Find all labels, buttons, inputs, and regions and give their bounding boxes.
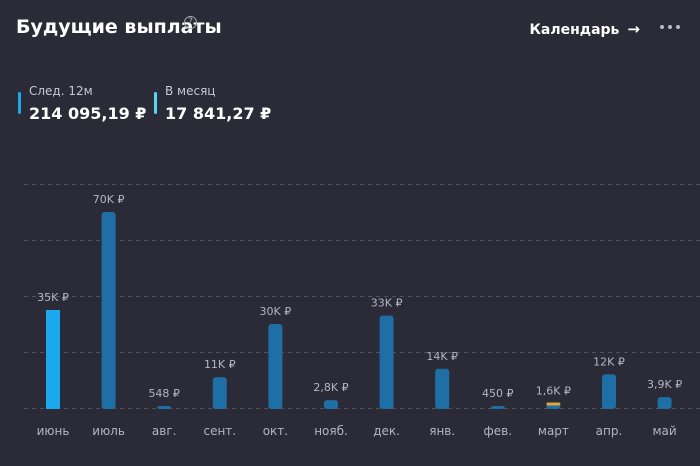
calendar-label: Календарь: [529, 22, 620, 38]
chart-data-label: 33K ₽: [371, 297, 403, 310]
chart-tick-label: нояб.: [314, 424, 348, 438]
chart-bar: [324, 400, 338, 409]
chart-data-label: 70K ₽: [93, 193, 125, 206]
chart-bar: [379, 315, 394, 409]
stat-label: След. 12м: [29, 84, 93, 98]
stat-color-marker: [154, 92, 157, 114]
chart-data-label: 450 ₽: [482, 387, 514, 400]
chart-tick-label: сент.: [203, 424, 236, 438]
chart-tick-label: янв.: [429, 424, 455, 438]
chart-bar: [268, 324, 283, 409]
chart-data-label: 11K ₽: [204, 358, 236, 371]
more-dots-icon[interactable]: [660, 18, 682, 34]
chart-data-label: 14K ₽: [426, 350, 458, 363]
header: Будущие выплаты ? Календарь →: [16, 14, 684, 44]
chart-tick-label: авг.: [152, 424, 177, 438]
stat-color-marker: [18, 92, 21, 114]
chart-bar: [435, 368, 450, 409]
stat-value: 17 841,27 ₽: [165, 104, 272, 123]
chart-tick-label: апр.: [596, 424, 623, 438]
stat-value: 214 095,19 ₽: [29, 104, 147, 123]
chart-bar: [490, 406, 505, 409]
chart-data-label: 2,8K ₽: [313, 381, 348, 394]
arrow-right-icon: →: [627, 20, 640, 38]
chart-tick-label: фев.: [484, 424, 513, 438]
payments-bar-chart: 35K ₽ июнь 70K ₽ июль 548 ₽ авг. 11K ₽ сент. 30K…: [24, 184, 700, 438]
chart-data-label: 12K ₽: [593, 355, 625, 368]
chart-tick-label: окт.: [263, 424, 288, 438]
stat-label: В месяц: [165, 84, 216, 98]
chart-data-label: 3,9K ₽: [647, 378, 682, 391]
page-title: Будущие выплаты: [16, 16, 222, 38]
chart-data-label: 35K ₽: [37, 291, 69, 304]
chart-data-label: 548 ₽: [148, 387, 180, 400]
chart-tick-label: май: [652, 424, 676, 438]
chart-bar: [46, 310, 60, 409]
calendar-link[interactable]: Календарь →: [529, 20, 640, 38]
chart-bar: [101, 212, 116, 409]
chart-data-label: 1,6K ₽: [536, 385, 571, 398]
chart-bar: [157, 406, 172, 409]
chart-tick-label: июнь: [37, 424, 70, 438]
chart-bar: [212, 377, 227, 409]
chart-tick-label: дек.: [373, 424, 400, 438]
question-circle-icon[interactable]: ?: [184, 16, 197, 29]
chart-bar: [657, 397, 672, 409]
chart-tick-label: июль: [92, 424, 125, 438]
chart-data-label: 30K ₽: [260, 305, 292, 318]
chart-bar-accent: [546, 402, 561, 406]
chart-tick-label: март: [538, 424, 569, 438]
chart-bar: [602, 374, 616, 409]
